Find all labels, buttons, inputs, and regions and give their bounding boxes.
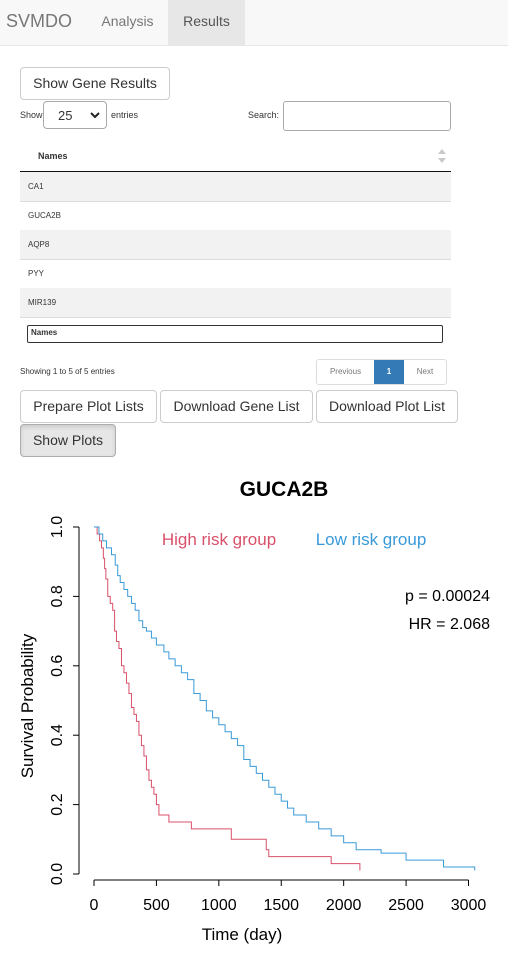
pagination: Previous 1 Next (316, 359, 447, 385)
show-plots-button[interactable]: Show Plots (20, 424, 116, 457)
download-plot-list-button[interactable]: Download Plot List (316, 390, 458, 423)
gene-name-cell: PYY (28, 269, 45, 278)
y-tick-label: 0.0 (49, 863, 66, 885)
sort-icon (438, 149, 446, 163)
length-prefix-label: Show (20, 110, 43, 120)
p-value-annotation: p = 0.00024 (405, 588, 490, 605)
column-filter-input[interactable]: Names (27, 325, 443, 343)
plot-axes: 0 500 1000 1500 2000 2500 3000 0.0 0.2 0.4 0.6 0.8 1… (49, 516, 486, 914)
high-risk-curve (94, 526, 361, 871)
low-risk-curve (94, 526, 476, 871)
next-page-button[interactable]: Next (416, 367, 434, 376)
tab-analysis[interactable]: Analysis (101, 13, 154, 29)
table-row[interactable]: AQP8 (20, 230, 451, 260)
x-tick-label: 0 (90, 897, 99, 914)
x-axis-label: Time (day) (202, 925, 283, 944)
navbar: SVMDO Analysis Results (0, 0, 508, 46)
y-tick-label: 1.0 (49, 516, 66, 538)
gene-name-cell: CA1 (28, 182, 44, 191)
table-info-text: Showing 1 to 5 of 5 entries (20, 367, 115, 376)
table-row[interactable]: MIR139 (20, 288, 451, 318)
survival-plot: GUCA2B High risk group Low risk group p … (18, 478, 490, 944)
x-tick-label: 1500 (263, 897, 299, 914)
y-tick-label: 0.8 (49, 585, 66, 607)
x-tick-label: 500 (143, 897, 170, 914)
download-gene-list-button[interactable]: Download Gene List (160, 390, 313, 423)
entries-per-page-select[interactable]: 25 (43, 101, 107, 129)
hazard-ratio-annotation: HR = 2.068 (409, 616, 490, 633)
x-tick-label: 1000 (201, 897, 237, 914)
prepare-plot-lists-button[interactable]: Prepare Plot Lists (20, 390, 157, 423)
y-tick-label: 0.6 (49, 655, 66, 677)
length-suffix-label: entries (111, 110, 139, 120)
brand-logo[interactable]: SVMDO (6, 11, 73, 31)
tab-results[interactable]: Results (168, 0, 245, 45)
previous-page-button[interactable]: Previous (329, 367, 362, 376)
y-tick-label: 0.4 (49, 724, 66, 746)
search-label: Search: (248, 110, 280, 120)
table-row[interactable]: GUCA2B (20, 201, 451, 231)
y-axis-label: Survival Probability (18, 633, 37, 778)
gene-name-cell: GUCA2B (28, 211, 61, 220)
entries-per-page-value: 25 (58, 108, 73, 123)
show-gene-results-button[interactable]: Show Gene Results (20, 67, 170, 100)
column-header-names[interactable]: Names (20, 141, 451, 172)
plot-curves (94, 526, 476, 871)
page-1-button[interactable]: 1 (374, 360, 404, 384)
column-header-label: Names (38, 151, 68, 161)
legend-high-risk: High risk group (162, 530, 276, 549)
x-tick-label: 2500 (388, 897, 424, 914)
search-input[interactable] (283, 101, 451, 131)
plot-title: GUCA2B (240, 478, 329, 501)
x-tick-label: 2000 (326, 897, 362, 914)
table-row[interactable]: PYY (20, 259, 451, 289)
table-row[interactable]: CA1 (20, 172, 451, 202)
x-tick-label: 3000 (451, 897, 487, 914)
legend-low-risk: Low risk group (316, 530, 427, 549)
chevron-down-icon (90, 112, 100, 119)
y-tick-label: 0.2 (49, 793, 66, 815)
gene-name-cell: MIR139 (28, 298, 57, 307)
gene-name-cell: AQP8 (28, 240, 50, 249)
